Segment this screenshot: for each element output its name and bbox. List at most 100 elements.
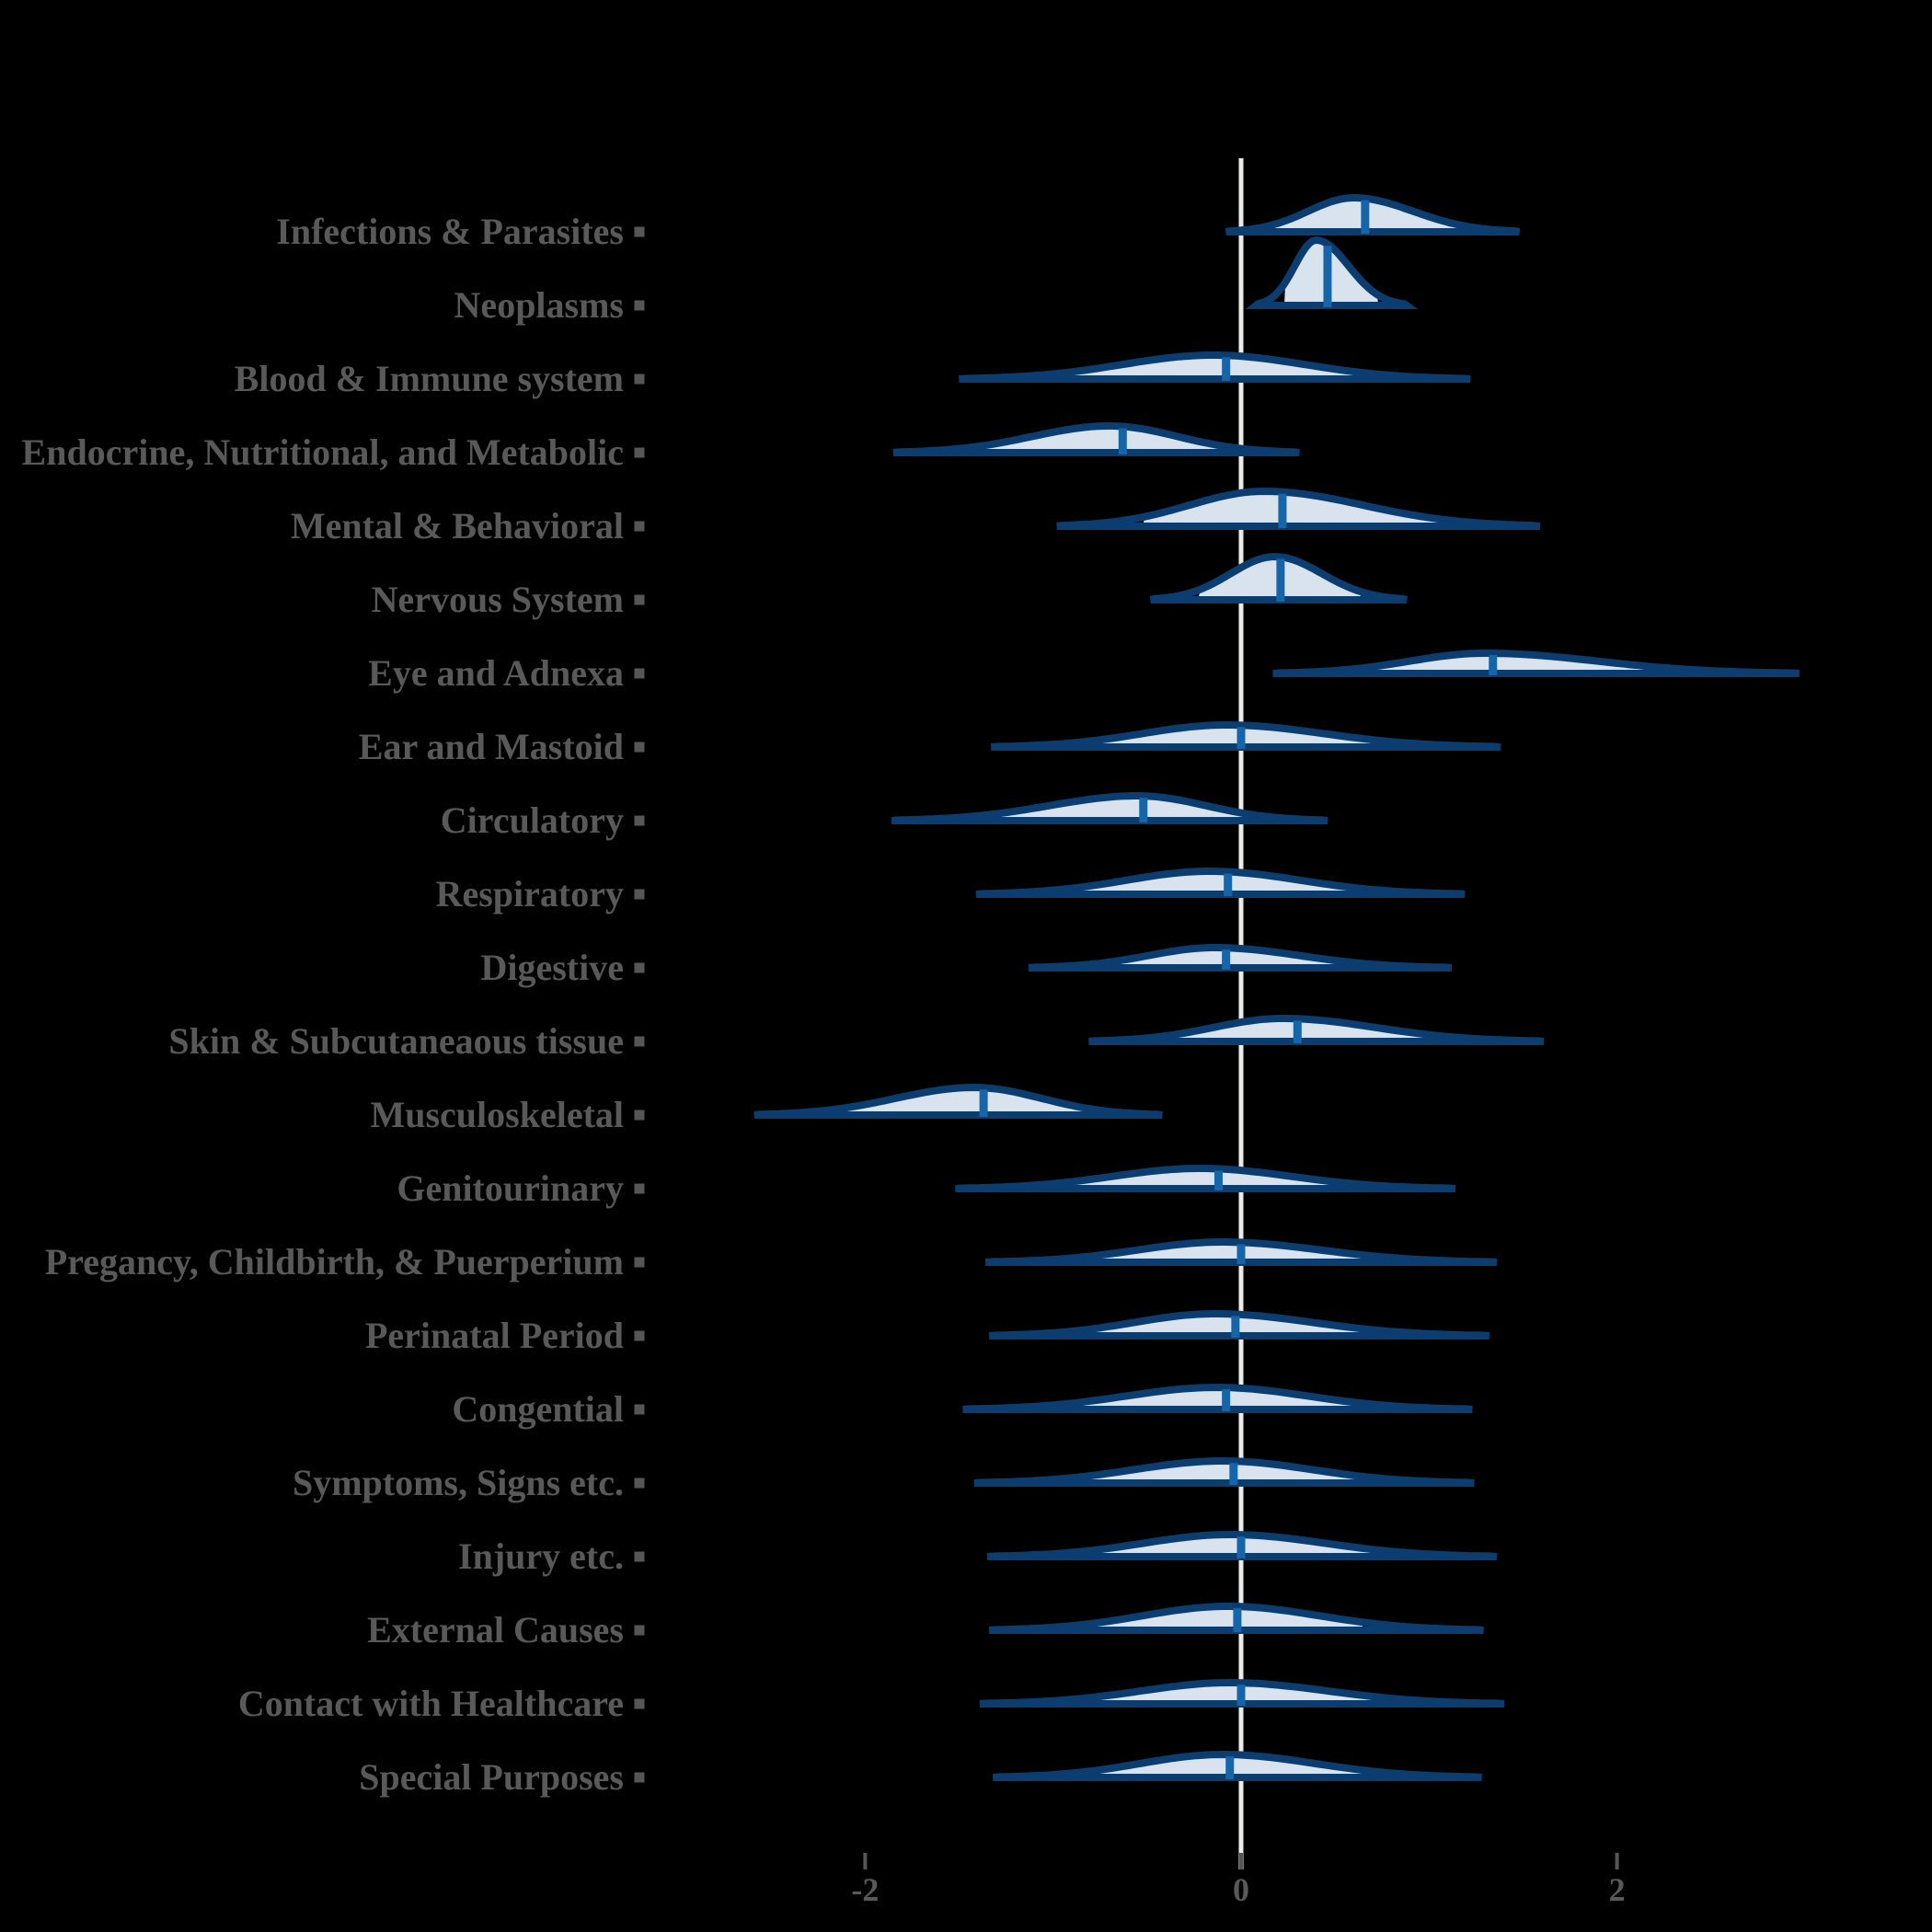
category-tick-square xyxy=(634,1036,645,1047)
violin-row-endocrine-nutritional-and-metabolic: Endocrine, Nutritional, and Metabolic xyxy=(22,422,1300,473)
category-label: Circulatory xyxy=(441,799,624,841)
x-axis-tick xyxy=(1239,1853,1243,1869)
category-label: Pregancy, Childbirth, & Puerperium xyxy=(45,1241,624,1282)
violin-row-digestive: Digestive xyxy=(480,944,1453,988)
violin-row-genitourinary: Genitourinary xyxy=(397,1165,1456,1209)
category-label: Mental & Behavioral xyxy=(291,505,624,546)
density-outline xyxy=(975,868,1466,898)
density-fill xyxy=(1058,1168,1358,1189)
category-tick-square xyxy=(634,1330,645,1341)
density-outline xyxy=(753,1083,1163,1119)
category-label: Ear and Mastoid xyxy=(359,726,624,767)
violin-row-symptoms-signs-etc: Symptoms, Signs etc. xyxy=(293,1457,1475,1503)
violin-row-perinatal-period: Perinatal Period xyxy=(365,1310,1490,1356)
violin-row-skin-subcutaneaous-tissue: Skin & Subcutaneaous tissue xyxy=(168,1015,1545,1062)
category-tick-square xyxy=(634,300,645,311)
violin-row-respiratory: Respiratory xyxy=(436,868,1466,914)
category-tick-square xyxy=(634,889,645,900)
density-outline xyxy=(959,351,1471,383)
category-tick-square xyxy=(634,962,645,973)
category-tick-square xyxy=(634,1478,645,1489)
category-tick-square xyxy=(634,668,645,679)
category-label: Respiratory xyxy=(436,873,624,914)
density-outline xyxy=(1056,487,1541,530)
x-axis-tick xyxy=(863,1853,868,1869)
violin-row-special-purposes: Special Purposes xyxy=(359,1750,1482,1798)
density-outline xyxy=(955,1165,1456,1192)
violin-row-external-causes: External Causes xyxy=(367,1603,1484,1650)
category-label: Special Purposes xyxy=(359,1756,624,1798)
category-label: Congential xyxy=(452,1388,624,1430)
category-label: Musculoskeletal xyxy=(370,1094,624,1135)
density-fill xyxy=(980,426,1246,453)
density-outline xyxy=(990,721,1501,751)
category-tick-square xyxy=(634,447,645,458)
density-outline xyxy=(988,1310,1490,1340)
category-tick-square xyxy=(634,742,645,753)
zero-reference-line xyxy=(1238,158,1244,1869)
category-tick-square xyxy=(634,1110,645,1121)
category-label: Skin & Subcutaneaous tissue xyxy=(168,1020,624,1062)
violin-row-ear-and-mastoid: Ear and Mastoid xyxy=(359,721,1501,767)
density-fill xyxy=(1064,355,1373,379)
category-label: Perinatal Period xyxy=(365,1315,624,1356)
x-axis-tick-label: 2 xyxy=(1609,1871,1626,1908)
violin-row-pregancy-childbirth-puerperium: Pregancy, Childbirth, & Puerperium xyxy=(45,1238,1498,1282)
category-label: Nervous System xyxy=(372,579,624,620)
density-outline xyxy=(891,792,1328,824)
density-outline xyxy=(1088,1015,1545,1045)
violin-row-neoplasms: Neoplasms xyxy=(454,236,1418,326)
violin-row-circulatory: Circulatory xyxy=(441,792,1328,841)
category-tick-square xyxy=(634,1698,645,1709)
violin-row-infections-parasites: Infections & Parasites xyxy=(276,194,1521,252)
category-tick-square xyxy=(634,374,645,385)
violin-row-injury-etc: Injury etc. xyxy=(458,1531,1498,1577)
density-fill xyxy=(842,1087,1114,1115)
x-axis-tick xyxy=(1615,1853,1619,1869)
density-fill xyxy=(1337,653,1682,673)
category-label: Contact with Healthcare xyxy=(238,1683,624,1724)
density-fill xyxy=(989,796,1271,821)
category-label: Injury etc. xyxy=(458,1535,624,1577)
category-label: Digestive xyxy=(480,947,624,988)
density-outline xyxy=(1225,194,1521,236)
violin-row-eye-and-adnexa: Eye and Adnexa xyxy=(368,650,1800,694)
violin-row-nervous-system: Nervous System xyxy=(372,552,1408,620)
category-tick-square xyxy=(634,1625,645,1636)
category-label: Genitourinary xyxy=(397,1167,624,1209)
category-label: Symptoms, Signs etc. xyxy=(293,1462,624,1503)
category-label: Infections & Parasites xyxy=(276,211,624,252)
density-outline xyxy=(986,1531,1498,1560)
violin-row-musculoskeletal: Musculoskeletal xyxy=(370,1083,1163,1135)
density-outline xyxy=(1245,236,1418,309)
x-axis-tick-label: -2 xyxy=(851,1871,879,1908)
density-outline xyxy=(1149,552,1408,604)
violin-row-congential: Congential xyxy=(452,1383,1473,1430)
category-label: Endocrine, Nutritional, and Metabolic xyxy=(22,431,624,473)
density-outline xyxy=(984,1238,1498,1266)
category-label: Blood & Immune system xyxy=(235,358,624,399)
density-outline xyxy=(1272,650,1800,677)
category-tick-square xyxy=(634,226,645,237)
category-label: Neoplasms xyxy=(454,284,624,326)
violin-row-blood-immune-system: Blood & Immune system xyxy=(235,351,1471,399)
x-axis-tick-label: 0 xyxy=(1233,1871,1249,1908)
density-outline xyxy=(992,1750,1482,1781)
category-tick-square xyxy=(634,594,645,605)
category-label: External Causes xyxy=(367,1609,624,1650)
density-fill xyxy=(1066,871,1375,894)
density-fill xyxy=(1064,1387,1379,1409)
category-tick-square xyxy=(634,1551,645,1562)
violin-row-mental-behavioral: Mental & Behavioral xyxy=(291,487,1541,546)
density-outline xyxy=(892,422,1300,456)
category-tick-square xyxy=(634,1183,645,1194)
density-outline xyxy=(979,1679,1505,1708)
density-outline xyxy=(962,1383,1473,1413)
category-tick-square xyxy=(634,1404,645,1415)
density-outline xyxy=(988,1603,1484,1634)
category-tick-square xyxy=(634,1257,645,1268)
category-tick-square xyxy=(634,815,645,826)
